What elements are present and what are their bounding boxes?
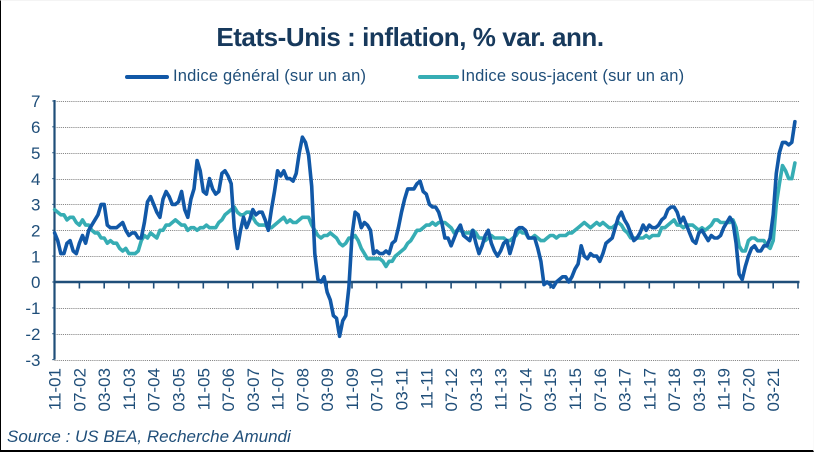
svg-text:-3: -3 [25,351,40,370]
svg-text:03-11: 03-11 [393,368,412,410]
svg-text:11-09: 11-09 [343,368,362,410]
svg-text:-1: -1 [25,299,40,318]
svg-text:07-08: 07-08 [293,368,312,411]
svg-text:03-13: 03-13 [467,368,486,411]
svg-text:07-06: 07-06 [219,368,238,411]
svg-text:1: 1 [31,247,40,266]
svg-text:-2: -2 [25,325,40,344]
svg-text:11-07: 11-07 [269,368,288,410]
svg-text:11-11: 11-11 [417,368,436,409]
svg-text:07-16: 07-16 [591,368,610,411]
svg-text:07-20: 07-20 [739,368,758,411]
svg-text:11-03: 11-03 [120,368,139,410]
svg-text:11-17: 11-17 [640,368,659,410]
svg-text:07-12: 07-12 [442,368,461,411]
svg-text:07-18: 07-18 [665,368,684,411]
svg-text:11-19: 11-19 [715,368,734,410]
svg-text:11-13: 11-13 [492,368,511,410]
svg-text:03-09: 03-09 [318,368,337,411]
svg-text:03-03: 03-03 [95,368,114,411]
svg-text:03-19: 03-19 [690,368,709,411]
svg-text:07-10: 07-10 [368,368,387,411]
svg-text:03-05: 03-05 [170,368,189,411]
svg-text:07-14: 07-14 [516,368,535,411]
svg-text:4: 4 [31,170,40,189]
svg-text:3: 3 [31,196,40,215]
svg-text:0: 0 [31,273,40,292]
svg-text:11-05: 11-05 [194,368,213,410]
svg-text:07-04: 07-04 [145,368,164,411]
svg-text:03-17: 03-17 [616,368,635,411]
svg-text:11-01: 11-01 [46,368,65,410]
svg-text:03-07: 03-07 [244,368,263,411]
svg-text:03-15: 03-15 [541,368,560,411]
svg-text:6: 6 [31,118,40,137]
svg-text:2: 2 [31,222,40,241]
svg-text:11-15: 11-15 [566,368,585,410]
svg-text:07-02: 07-02 [70,368,89,411]
svg-text:7: 7 [31,92,40,111]
svg-text:5: 5 [31,144,40,163]
svg-text:03-21: 03-21 [764,368,783,411]
